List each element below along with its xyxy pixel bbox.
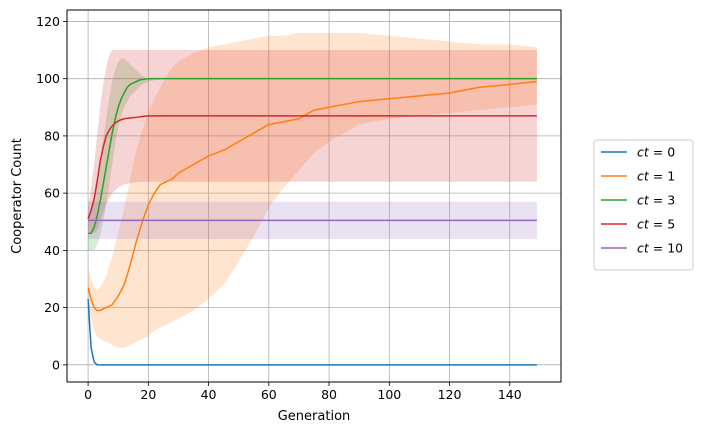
legend-label: ct = 5 (637, 217, 675, 232)
y-tick-label: 80 (44, 128, 60, 143)
line-ct=1 (87, 80, 537, 312)
axis-ticks: 0 20 40 60 80 100 120 140 0 20 40 60 80 100 120 (36, 14, 522, 402)
line-ct=5 (87, 115, 537, 220)
y-tick-label: 100 (36, 71, 60, 86)
y-tick-label: 60 (44, 186, 60, 201)
y-tick-label: 40 (44, 243, 60, 258)
y-tick-label: 0 (52, 357, 60, 372)
legend-box (593, 139, 694, 271)
line-ct=0 (87, 298, 537, 366)
y-axis-label: Cooperator Count (10, 138, 25, 254)
legend-label: ct = 0 (637, 145, 675, 160)
x-tick-label: 40 (201, 387, 217, 402)
x-tick-label: 100 (377, 387, 401, 402)
x-tick-label: 140 (498, 387, 522, 402)
legend: ct = 0 ct = 1 ct = 3 ct = 5 ct = 10 (593, 139, 694, 271)
band-ct=3 (88, 58, 537, 251)
x-tick-label: 80 (321, 387, 337, 402)
y-tick-label: 120 (36, 14, 60, 29)
x-axis-label: Generation (278, 409, 351, 424)
x-tick-label: 0 (84, 387, 92, 402)
line-ct=3 (88, 77, 537, 234)
plot-frame (66, 9, 562, 383)
x-tick-label: 60 (261, 387, 277, 402)
legend-label: ct = 1 (637, 169, 675, 184)
band-ct=1 (88, 32, 537, 348)
y-tick-label: 20 (44, 300, 60, 315)
confidence-bands (88, 32, 537, 348)
legend-label: ct = 10 (637, 241, 683, 256)
series-lines (87, 77, 537, 366)
x-tick-label: 120 (438, 387, 462, 402)
legend-label: ct = 3 (637, 193, 675, 208)
x-tick-label: 20 (140, 387, 156, 402)
